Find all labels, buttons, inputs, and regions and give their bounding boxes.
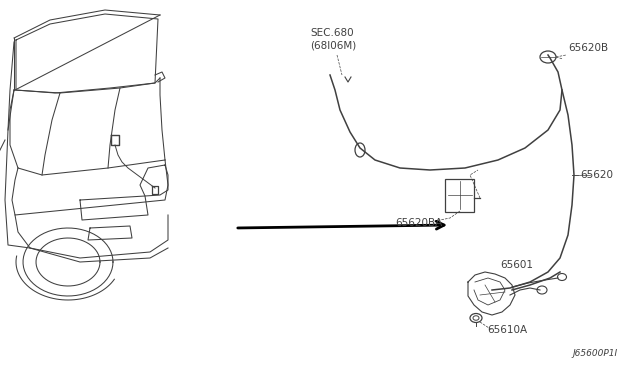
Text: 65620B: 65620B (568, 43, 608, 53)
Text: 65601: 65601 (500, 260, 533, 270)
Text: J65600P1I: J65600P1I (572, 349, 617, 358)
Text: (68I06M): (68I06M) (310, 40, 356, 50)
Text: 65610A: 65610A (487, 325, 527, 335)
Text: 65620: 65620 (580, 170, 613, 180)
FancyBboxPatch shape (445, 179, 474, 212)
Text: SEC.680: SEC.680 (310, 28, 354, 38)
Text: 65620BA: 65620BA (395, 218, 442, 228)
